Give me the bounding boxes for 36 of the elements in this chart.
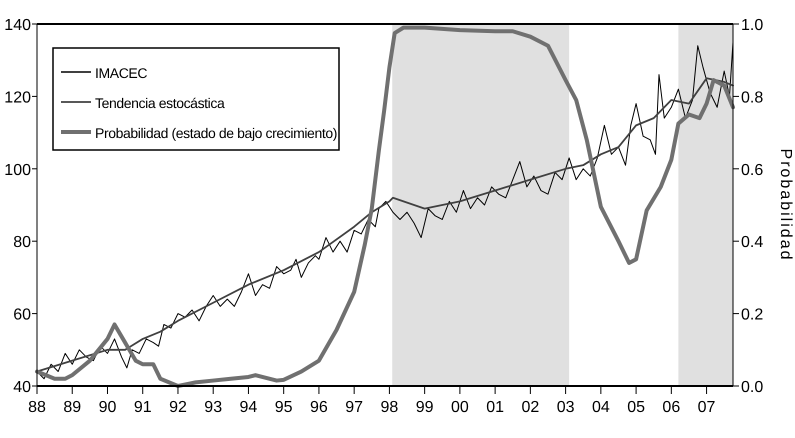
x-tick-label: 01 bbox=[486, 399, 504, 416]
x-tick-label: 02 bbox=[521, 399, 540, 416]
x-tick-label: 91 bbox=[134, 399, 152, 416]
x-tick-label: 06 bbox=[662, 399, 680, 416]
x-tick-label: 96 bbox=[310, 399, 328, 416]
x-tick-label: 93 bbox=[204, 399, 222, 416]
x-tick-label: 03 bbox=[556, 399, 575, 416]
y-tick-label: 120 bbox=[4, 89, 32, 106]
y-tick-label: 40 bbox=[13, 379, 32, 396]
x-tick-label: 88 bbox=[28, 399, 46, 416]
y2-tick-label: 0.4 bbox=[741, 234, 764, 252]
x-tick-label: 89 bbox=[63, 399, 82, 416]
x-tick-label: 99 bbox=[416, 399, 434, 416]
x-tick-label: 05 bbox=[627, 399, 646, 416]
legend-label: Probabilidad (estado de bajo crecimiento) bbox=[95, 125, 337, 141]
y-tick-label: 80 bbox=[13, 234, 32, 252]
x-tick-label: 04 bbox=[592, 399, 610, 416]
x-tick-label: 98 bbox=[380, 399, 398, 416]
x-tick-label: 07 bbox=[698, 399, 716, 416]
x-tick-label: 97 bbox=[345, 399, 364, 416]
y-tick-label: 140 bbox=[4, 17, 32, 34]
y2-axis-title: Probabilidad bbox=[777, 148, 794, 262]
x-tick-label: 00 bbox=[450, 399, 469, 416]
y-tick-label: 100 bbox=[4, 162, 32, 179]
legend-label: Tendencia estocástica bbox=[95, 95, 225, 111]
y-tick-label: 60 bbox=[13, 306, 32, 324]
x-tick-label: 90 bbox=[98, 399, 116, 416]
legend-label: IMACEC bbox=[95, 65, 148, 81]
x-tick-label: 94 bbox=[240, 399, 258, 416]
y2-tick-label: 1.0 bbox=[741, 17, 764, 34]
y2-tick-label: 0.6 bbox=[741, 162, 764, 179]
y2-tick-label: 0.8 bbox=[741, 89, 764, 106]
y2-tick-label: 0.0 bbox=[741, 379, 764, 396]
x-tick-label: 95 bbox=[274, 399, 293, 416]
y2-tick-label: 0.2 bbox=[741, 306, 764, 324]
x-tick-label: 92 bbox=[169, 399, 187, 416]
